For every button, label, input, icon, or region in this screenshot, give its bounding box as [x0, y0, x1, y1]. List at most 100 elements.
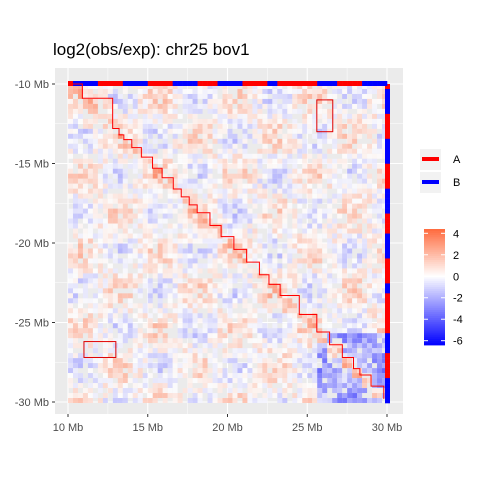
heatmap-cell: [217, 168, 223, 174]
heatmap-cell: [242, 373, 248, 379]
heatmap-cell: [132, 163, 138, 169]
heatmap-cell: [142, 168, 148, 174]
heatmap-cell: [352, 163, 358, 169]
colorbar-segment: [424, 341, 445, 344]
heatmap-cell: [222, 93, 228, 99]
heatmap-cell: [167, 158, 173, 164]
compartment-cell-right: [385, 223, 390, 229]
heatmap-cell: [267, 84, 273, 89]
heatmap-cell: [97, 243, 103, 249]
heatmap-cell: [237, 318, 243, 324]
heatmap-cell: [127, 278, 133, 284]
heatmap-cell: [107, 383, 113, 389]
heatmap-cell: [352, 278, 358, 284]
heatmap-cell: [167, 208, 173, 214]
heatmap-cell: [272, 243, 278, 249]
heatmap-cell: [68, 253, 73, 259]
heatmap-cell: [92, 273, 98, 279]
heatmap-cell: [152, 158, 158, 164]
heatmap-cell: [252, 173, 258, 179]
heatmap-cell: [277, 263, 283, 269]
heatmap-cell: [92, 343, 98, 349]
heatmap-cell: [122, 178, 128, 184]
compartment-cell-top: [367, 81, 373, 86]
heatmap-cell: [307, 258, 313, 264]
heatmap-cell: [382, 333, 387, 339]
colorbar-segment: [424, 277, 445, 280]
heatmap-cell: [222, 243, 228, 249]
heatmap-cell: [187, 248, 193, 254]
heatmap-cell: [367, 98, 373, 104]
compartment-cell-top: [382, 81, 388, 86]
heatmap-cell: [292, 148, 298, 154]
heatmap-cell: [362, 218, 368, 224]
heatmap-cell: [172, 84, 178, 89]
heatmap-cell: [197, 378, 203, 384]
heatmap-cell: [307, 113, 313, 119]
heatmap-cell: [177, 288, 183, 294]
heatmap-cell: [277, 228, 283, 234]
heatmap-cell: [127, 318, 133, 324]
heatmap-cell: [97, 338, 103, 344]
heatmap-cell: [247, 338, 253, 344]
heatmap-cell: [382, 318, 387, 324]
heatmap-cell: [197, 93, 203, 99]
heatmap-cell: [147, 393, 153, 399]
heatmap-cell: [302, 348, 308, 354]
heatmap-cell: [257, 283, 263, 289]
heatmap-cell: [68, 223, 73, 229]
heatmap-cell: [127, 193, 133, 199]
heatmap-cell: [332, 158, 338, 164]
heatmap-cell: [122, 278, 128, 284]
heatmap-cell: [217, 313, 223, 319]
heatmap-cell: [157, 233, 163, 239]
heatmap-cell: [142, 138, 148, 144]
colorbar-segment: [424, 300, 445, 303]
heatmap-cell: [327, 98, 333, 104]
heatmap-cell: [132, 343, 138, 349]
heatmap-cell: [337, 88, 343, 94]
heatmap-cell: [182, 218, 188, 224]
heatmap-cell: [127, 108, 133, 114]
heatmap-cell: [237, 223, 243, 229]
heatmap-cell: [212, 288, 218, 294]
heatmap-cell: [277, 253, 283, 259]
heatmap-cell: [232, 353, 238, 359]
heatmap-cell: [97, 333, 103, 339]
heatmap-cell: [77, 313, 83, 319]
heatmap-cell: [102, 268, 108, 274]
heatmap-cell: [272, 278, 278, 284]
heatmap-cell: [302, 153, 308, 159]
heatmap-cell: [167, 198, 173, 204]
heatmap-cell: [72, 188, 78, 194]
heatmap-cell: [302, 338, 308, 344]
heatmap-cell: [372, 388, 378, 394]
heatmap-cell: [337, 363, 343, 369]
heatmap-cell: [252, 368, 258, 374]
heatmap-cell: [347, 308, 353, 314]
heatmap-cell: [317, 283, 323, 289]
heatmap-cell: [327, 218, 333, 224]
heatmap-cells: [68, 84, 387, 403]
heatmap-cell: [257, 238, 263, 244]
heatmap-cell: [302, 84, 308, 89]
heatmap-cell: [142, 123, 148, 129]
compartment-cell-top: [337, 81, 343, 86]
heatmap-cell: [102, 168, 108, 174]
heatmap-cell: [292, 288, 298, 294]
heatmap-cell: [207, 298, 213, 304]
heatmap-cell: [87, 128, 93, 134]
heatmap-cell: [187, 138, 193, 144]
heatmap-cell: [252, 383, 258, 389]
heatmap-cell: [117, 113, 123, 119]
heatmap-cell: [267, 373, 273, 379]
heatmap-cell: [157, 313, 163, 319]
heatmap-cell: [372, 278, 378, 284]
heatmap-cell: [252, 293, 258, 299]
heatmap-cell: [337, 298, 343, 304]
heatmap-cell: [107, 278, 113, 284]
heatmap-cell: [327, 163, 333, 169]
heatmap-cell: [142, 253, 148, 259]
heatmap-cell: [322, 388, 328, 394]
heatmap-cell: [132, 178, 138, 184]
